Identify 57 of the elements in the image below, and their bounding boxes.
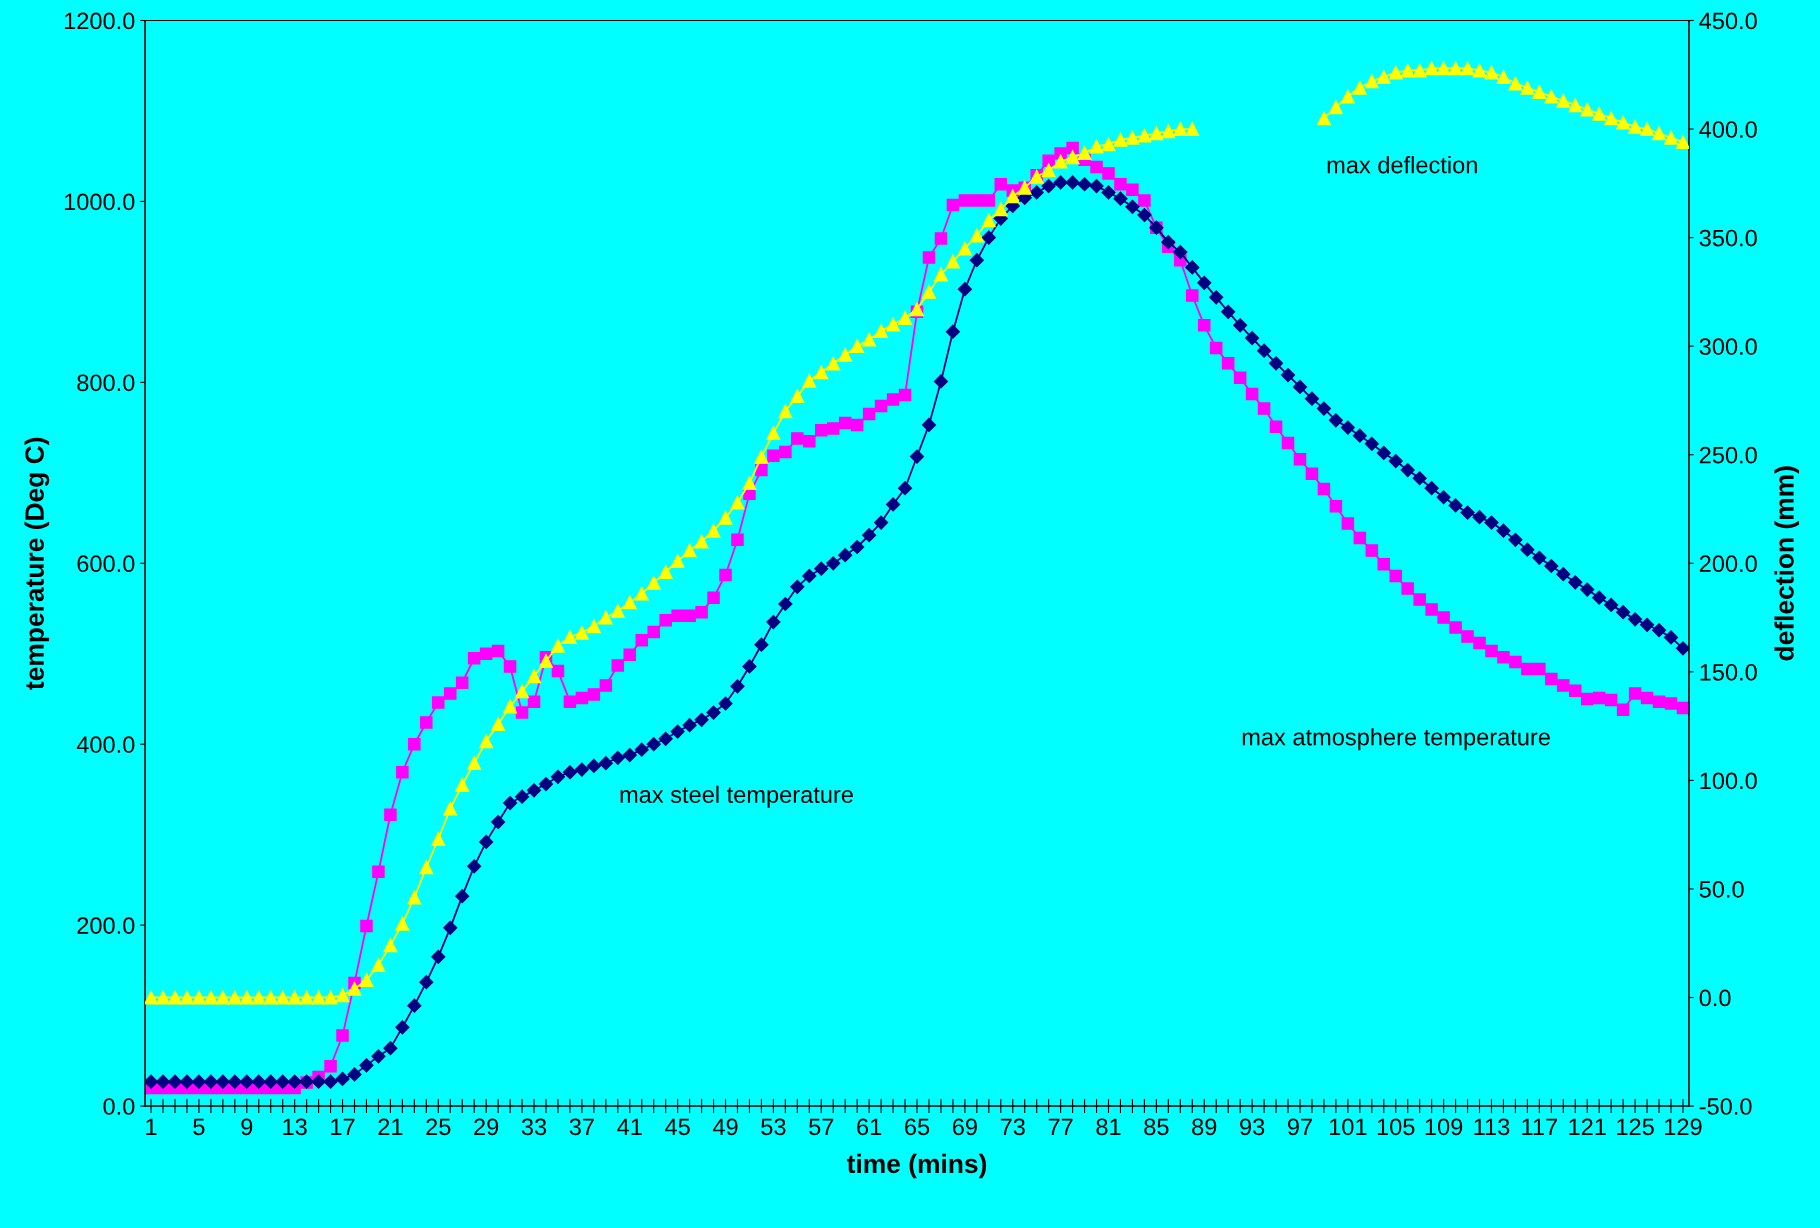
x-tick-label: 57 bbox=[809, 1118, 834, 1136]
y-tick-label: 1000.0 bbox=[64, 193, 135, 211]
x-tick-label: 25 bbox=[426, 1118, 451, 1136]
x-tick-label: 105 bbox=[1377, 1118, 1415, 1136]
y-tick-label: 1200.0 bbox=[64, 12, 135, 30]
y2-tick-label: 100.0 bbox=[1700, 772, 1757, 790]
x-tick-label: 21 bbox=[378, 1118, 403, 1135]
x-tick-label: 93 bbox=[1240, 1118, 1265, 1136]
y2-tick-label: 400.0 bbox=[1699, 121, 1757, 138]
x-tick-label: 125 bbox=[1617, 1118, 1654, 1136]
x-tick-label: 41 bbox=[617, 1118, 642, 1135]
y-tick-label: 400.0 bbox=[76, 736, 135, 753]
x-tick-label: 65 bbox=[905, 1118, 930, 1136]
y-tick-label: 600.0 bbox=[77, 555, 135, 573]
series-label: max atmosphere temperature bbox=[1242, 728, 1550, 751]
x-tick-label: 85 bbox=[1144, 1118, 1169, 1136]
y2-tick-label: 250.0 bbox=[1699, 446, 1757, 464]
y2-tick-label: 200.0 bbox=[1699, 555, 1757, 573]
x-tick-label: 33 bbox=[521, 1118, 547, 1136]
x-tick-label: 69 bbox=[952, 1118, 977, 1136]
y2-axis-title: deflection (mm) bbox=[1774, 466, 1800, 661]
x-tick-label: 9 bbox=[241, 1118, 253, 1136]
x-tick-label: 45 bbox=[665, 1118, 690, 1136]
x-tick-label: 5 bbox=[193, 1118, 205, 1136]
x-tick-label: 1 bbox=[146, 1118, 157, 1135]
series-label: max deflection bbox=[1327, 156, 1477, 174]
x-tick-label: 117 bbox=[1522, 1118, 1557, 1135]
y2-tick-label: 150.0 bbox=[1700, 663, 1757, 681]
x-tick-label: 49 bbox=[712, 1118, 738, 1136]
x-axis-title: time (mins) bbox=[846, 1153, 987, 1179]
x-tick-label: 61 bbox=[857, 1118, 882, 1136]
y-tick-label: 200.0 bbox=[77, 917, 135, 934]
x-tick-label: 29 bbox=[474, 1118, 499, 1136]
x-tick-label: 73 bbox=[1000, 1118, 1025, 1136]
y2-tick-label: -50.0 bbox=[1699, 1098, 1752, 1115]
y2-tick-label: 50.0 bbox=[1699, 881, 1744, 898]
x-tick-label: 13 bbox=[283, 1118, 307, 1136]
x-tick-label: 37 bbox=[569, 1118, 594, 1136]
y2-tick-label: 300.0 bbox=[1699, 338, 1757, 355]
y2-tick-label: 350.0 bbox=[1699, 229, 1757, 247]
x-tick-label: 113 bbox=[1474, 1118, 1510, 1136]
y2-tick-label: 0.0 bbox=[1699, 989, 1731, 1007]
x-tick-label: 129 bbox=[1665, 1118, 1702, 1136]
x-tick-label: 53 bbox=[761, 1118, 786, 1136]
series-label: max steel temperature bbox=[620, 785, 853, 808]
y-tick-label: 800.0 bbox=[77, 374, 135, 392]
x-tick-label: 109 bbox=[1425, 1118, 1463, 1136]
x-tick-label: 81 bbox=[1096, 1118, 1121, 1136]
y2-tick-label: 450.0 bbox=[1699, 12, 1757, 30]
x-tick-label: 121 bbox=[1569, 1118, 1606, 1135]
y-tick-label: 0.0 bbox=[103, 1098, 135, 1115]
x-tick-label: 97 bbox=[1287, 1118, 1312, 1136]
x-tick-label: 17 bbox=[331, 1118, 355, 1135]
x-tick-label: 101 bbox=[1329, 1118, 1367, 1136]
x-tick-label: 89 bbox=[1192, 1118, 1217, 1136]
x-tick-label: 77 bbox=[1048, 1118, 1073, 1135]
y-axis-title: temperature (Deg C) bbox=[24, 437, 50, 690]
